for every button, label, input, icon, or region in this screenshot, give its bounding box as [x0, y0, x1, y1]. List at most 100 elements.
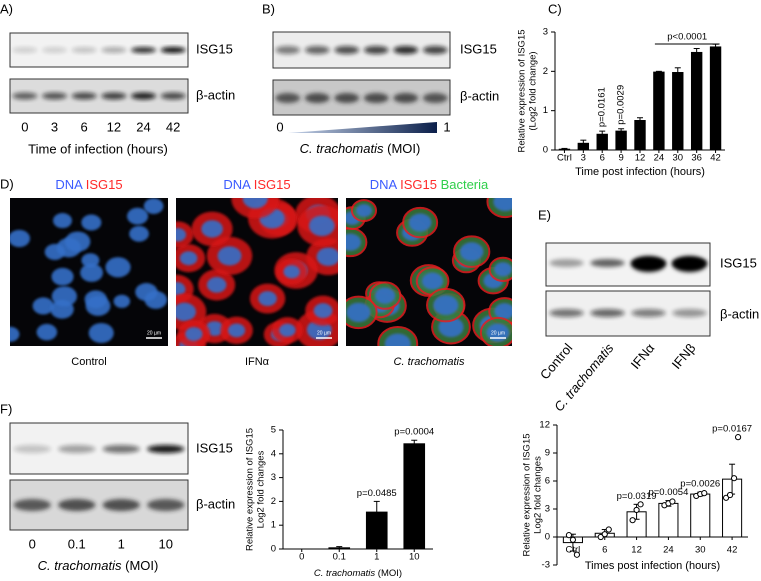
band [549, 309, 584, 317]
bar [709, 46, 722, 151]
blot-label: β-actin [196, 87, 235, 102]
nucleus [44, 243, 65, 261]
nucleus [258, 291, 277, 307]
lane-label: 0 [21, 119, 28, 134]
band [275, 46, 301, 54]
y-axis-label: Relative expression of ISG15 [245, 428, 256, 551]
x-tick-label: 3 [581, 153, 586, 164]
data-point [701, 490, 708, 497]
nucleus [80, 263, 104, 282]
stain-legend: DNA ISG15 [55, 177, 122, 192]
nucleus [486, 323, 510, 342]
nucleus [113, 294, 131, 308]
data-point [633, 506, 640, 514]
y-tick-label: 2 [543, 66, 548, 77]
band [334, 46, 360, 54]
nucleus [51, 286, 77, 307]
stain-name: DNA [223, 177, 251, 192]
band [422, 93, 448, 103]
lane-label: Control [537, 340, 576, 382]
stain-name: DNA [55, 177, 83, 192]
p-value: p=0.0319 [617, 491, 657, 502]
nucleus [81, 253, 100, 268]
band [12, 47, 38, 53]
band [393, 46, 419, 54]
band [672, 256, 707, 272]
nucleus [283, 265, 300, 279]
x-tick-label: 24 [663, 545, 674, 556]
nucleus [346, 233, 362, 251]
bar [328, 547, 351, 550]
nucleus [143, 198, 164, 214]
band [131, 47, 156, 53]
blot-label: ISG15 [720, 255, 757, 270]
band [363, 46, 389, 54]
x-tick-label: 6 [600, 153, 605, 164]
micrograph-cells [346, 198, 512, 346]
p-value: p<0.0001 [667, 32, 707, 43]
unit: (MOI) [387, 141, 420, 156]
y-tick-label: -3 [542, 560, 550, 571]
nucleus [217, 246, 242, 266]
y-tick-label: 3 [271, 472, 276, 483]
nucleus [493, 198, 512, 212]
band [13, 499, 51, 511]
stain-name: ISG15 [400, 177, 437, 192]
blot [9, 78, 189, 114]
nucleus [176, 228, 187, 242]
panel-label: B) [262, 1, 275, 16]
nucleus [279, 323, 296, 337]
band [42, 47, 67, 53]
lane-label: 10 [159, 536, 173, 551]
band [71, 47, 97, 53]
y-axis-label: Log2 fold changes [256, 450, 267, 528]
band [590, 309, 625, 317]
band [101, 47, 127, 53]
nucleus [65, 231, 91, 252]
x-tick-label: 10 [409, 552, 420, 563]
lane-label: 42 [166, 119, 180, 134]
y-tick-label: 3 [543, 27, 548, 38]
x-axis-label: Time post infection (hours) [575, 166, 705, 178]
blot-label: β-actin [196, 496, 235, 511]
lane-label: IFNβ [669, 340, 699, 371]
nucleus [51, 267, 74, 286]
x-axis-label: Times post infection (hours) [585, 560, 720, 572]
band [631, 256, 666, 272]
lane-label: 24 [136, 119, 150, 134]
band [58, 499, 96, 511]
y-tick-label: 3 [545, 504, 550, 515]
nucleus [81, 214, 102, 231]
band [304, 46, 330, 54]
blot [272, 31, 451, 69]
species: C. trachomatis [314, 568, 375, 579]
y-tick-label: 1 [543, 105, 548, 116]
y-tick-label: 9 [545, 448, 550, 459]
nucleus [459, 242, 484, 262]
nucleus [129, 225, 149, 242]
stain-legend: DNA ISG15 Bacteria [370, 177, 489, 192]
data-point [569, 536, 577, 543]
x-axis-label: C. trachomatis (MOI) [300, 141, 421, 156]
stain-name: ISG15 [86, 177, 123, 192]
x-tick-label: 6 [602, 545, 607, 556]
band [131, 92, 156, 100]
x-tick-label: 1 [374, 552, 379, 563]
stain-name: Bacteria [441, 177, 489, 192]
band [304, 93, 330, 103]
panel-label: D) [0, 176, 14, 191]
species: C. trachomatis [300, 141, 384, 156]
blot-label: ISG15 [196, 440, 233, 455]
bar [634, 120, 646, 151]
y-tick-label: 5 [271, 425, 276, 436]
unit: (MOI) [125, 558, 158, 573]
band [631, 309, 666, 317]
bar [577, 142, 590, 151]
nucleus [10, 229, 31, 248]
y-tick-label: 0 [545, 532, 550, 543]
nucleus [88, 322, 114, 344]
nucleus [422, 272, 444, 290]
band [147, 445, 185, 453]
panel-label: E) [538, 207, 551, 222]
x-axis-label: C. trachomatis (MOI) [314, 568, 402, 579]
